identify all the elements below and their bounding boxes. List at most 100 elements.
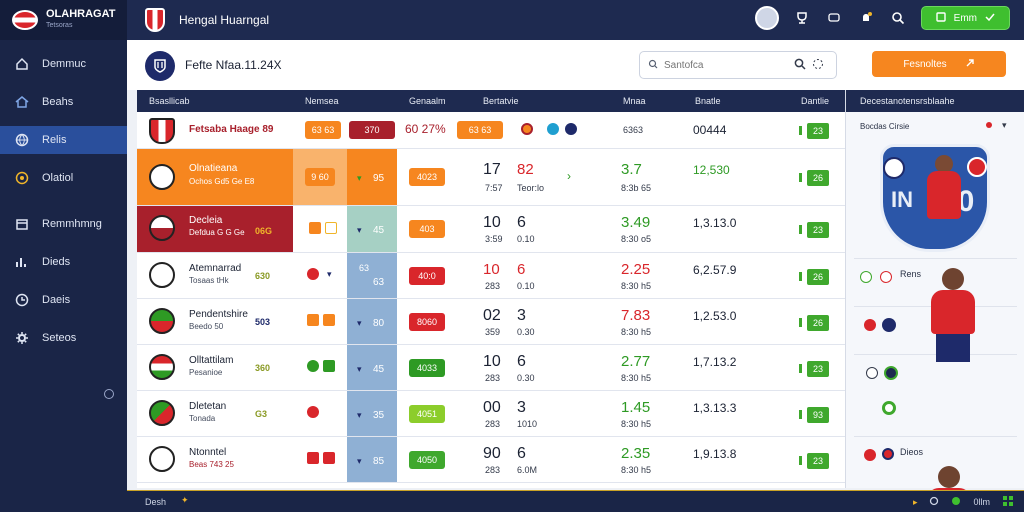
- live-dot-icon: [986, 122, 992, 128]
- info-icon[interactable]: [951, 496, 961, 508]
- odds-pill[interactable]: 4033: [409, 359, 445, 377]
- home-score: 17: [483, 161, 501, 178]
- rating-sub: 8:30 h5: [621, 465, 652, 475]
- table-row[interactable]: Olltattilam Pesanioe 360 ▾ 45 4033 10 6 …: [137, 345, 845, 391]
- odds-pill[interactable]: 4050: [409, 451, 445, 469]
- score-badge[interactable]: 93: [807, 407, 829, 423]
- odds-pill[interactable]: 4051: [409, 405, 445, 423]
- score-badge[interactable]: 23: [807, 123, 829, 139]
- odds-pill[interactable]: 9 60: [305, 168, 335, 186]
- table-row[interactable]: Pendentshire Beedo 50 503 ▾ 80 8060 02 3…: [137, 299, 845, 345]
- brand[interactable]: OLAHRAGAT Tetsoras: [0, 0, 127, 40]
- column-header[interactable]: Bnatle: [695, 96, 721, 106]
- form-icon: [307, 360, 319, 372]
- sidebar-item-0[interactable]: Demmuc: [0, 50, 127, 78]
- wallet-label: Emm: [953, 12, 977, 24]
- odds-pill[interactable]: 63 63: [305, 121, 341, 139]
- table-row[interactable]: Olnatieana Ochos Gd5 Ge E8 9 60 ▾ 95 402…: [137, 149, 845, 206]
- refresh-icon[interactable]: [929, 496, 939, 508]
- chevron-down-icon: ▾: [357, 456, 362, 466]
- odds-pill[interactable]: 4023: [409, 168, 445, 186]
- score-badge[interactable]: 23: [807, 361, 829, 377]
- featured-player-card[interactable]: IN 20: [880, 144, 990, 252]
- status-tick-icon: [799, 126, 802, 135]
- score-badge[interactable]: 26: [807, 170, 829, 186]
- away-sub: 0.30: [517, 327, 535, 337]
- score-badge[interactable]: 23: [807, 222, 829, 238]
- status-tick-icon: [799, 456, 802, 465]
- page-header: Fefte Nfaa.11.24X Fesnoltes: [127, 40, 1024, 90]
- sidebar-item-7[interactable]: Seteos: [0, 324, 127, 352]
- panel-row-label: Dieos: [900, 447, 924, 457]
- panel-list-item[interactable]: Dieos: [854, 436, 1017, 488]
- odds-pill[interactable]: 403: [409, 220, 445, 238]
- score-badge[interactable]: 26: [807, 269, 829, 285]
- arrow-icon[interactable]: ▸: [912, 496, 918, 507]
- search-box[interactable]: [639, 51, 837, 79]
- home-sub: 7:57: [485, 183, 503, 193]
- column-header[interactable]: Bertatvie: [483, 96, 519, 106]
- close-icon[interactable]: [812, 58, 824, 73]
- team-points: 360: [255, 363, 271, 373]
- wallet-icon: [935, 11, 946, 25]
- score-badge[interactable]: 23: [807, 453, 829, 469]
- rating-value: 2.25: [621, 261, 651, 278]
- away-sub: 0.10: [517, 281, 535, 291]
- message-icon[interactable]: [825, 9, 843, 27]
- odds-pill[interactable]: 370: [349, 121, 395, 139]
- search-icon[interactable]: [889, 9, 907, 27]
- column-header[interactable]: Bsasllicab: [149, 96, 190, 106]
- team-subtitle: Defdua G G Ge: [189, 228, 245, 237]
- grid-icon[interactable]: [1002, 495, 1014, 509]
- team-logo-icon: [149, 354, 175, 380]
- odds-pill[interactable]: 40:0: [409, 267, 445, 285]
- sidebar-item-5[interactable]: Dieds: [0, 248, 127, 276]
- rating-value: 3.7: [621, 161, 642, 178]
- home-sub: 283: [485, 465, 501, 475]
- wallet-button[interactable]: Emm: [920, 6, 1010, 30]
- team-subtitle: Beas 743 25: [189, 460, 234, 469]
- sidebar-item-label: Seteos: [42, 332, 77, 344]
- footer-label: Desh: [145, 497, 167, 507]
- brand-flag-icon: [12, 10, 38, 30]
- form-icon: [323, 314, 335, 326]
- sidebar-item-6[interactable]: Daeis: [0, 286, 127, 314]
- stat-value: 45: [373, 364, 385, 375]
- sidebar-item-2[interactable]: Relis: [0, 126, 127, 154]
- notification-icon[interactable]: [857, 9, 875, 27]
- odds-pill[interactable]: 8060: [409, 313, 445, 331]
- magnifier-icon[interactable]: [794, 58, 806, 73]
- form-icon: [307, 406, 319, 418]
- home-score: 10: [483, 261, 500, 278]
- away-sub: 0.10: [517, 234, 535, 244]
- stat-value: 45: [373, 225, 385, 236]
- sidebar-item-1[interactable]: Beahs: [0, 88, 127, 116]
- brand-subtitle: Tetsoras: [46, 22, 73, 29]
- rating-value: 3.49: [621, 214, 651, 231]
- table-row[interactable]: Atemnarrad Tosaas tHk 630 ▾ 63 63 40:0 1…: [137, 253, 845, 299]
- avatar[interactable]: [754, 6, 779, 30]
- team-name: Pendentshire: [189, 309, 248, 320]
- column-header[interactable]: Genaalm: [409, 96, 446, 106]
- table-row[interactable]: Ntonntel Beas 743 25 ▾ 85 4050 90 6 283 …: [137, 437, 845, 483]
- sidebar-item-3[interactable]: Olatiol: [0, 164, 127, 192]
- collapse-toggle-icon[interactable]: [104, 389, 114, 399]
- odds-pill[interactable]: 63 63: [457, 121, 503, 139]
- chevron-down-icon[interactable]: ▾: [1002, 120, 1007, 130]
- search-input[interactable]: [664, 59, 784, 71]
- panel-list-item[interactable]: Rens: [854, 258, 1017, 306]
- table-row[interactable]: Dletetan Tonada G3 ▾ 35 4051 00 3 283 10…: [137, 391, 845, 437]
- player-avatar: [935, 155, 953, 173]
- table-row[interactable]: Decleia Defdua G G Ge 06G ▾ 45 403 10 6 …: [137, 206, 845, 253]
- table-row[interactable]: Fetsaba Haage 89 63 63 370 60 27% 63 63 …: [137, 112, 845, 149]
- trophy-icon[interactable]: [793, 9, 811, 27]
- column-header[interactable]: Dantlie: [801, 96, 830, 106]
- star-icon: [864, 319, 876, 331]
- column-header[interactable]: Nemsea: [305, 96, 339, 106]
- cta-button[interactable]: Fesnoltes: [872, 51, 1006, 77]
- sidebar-item-4[interactable]: Remmhmng: [0, 210, 127, 238]
- rating-sub: 8:30 h5: [621, 281, 652, 291]
- panel-list-item[interactable]: [854, 354, 1017, 436]
- column-header[interactable]: Mnaa: [623, 96, 646, 106]
- score-badge[interactable]: 26: [807, 315, 829, 331]
